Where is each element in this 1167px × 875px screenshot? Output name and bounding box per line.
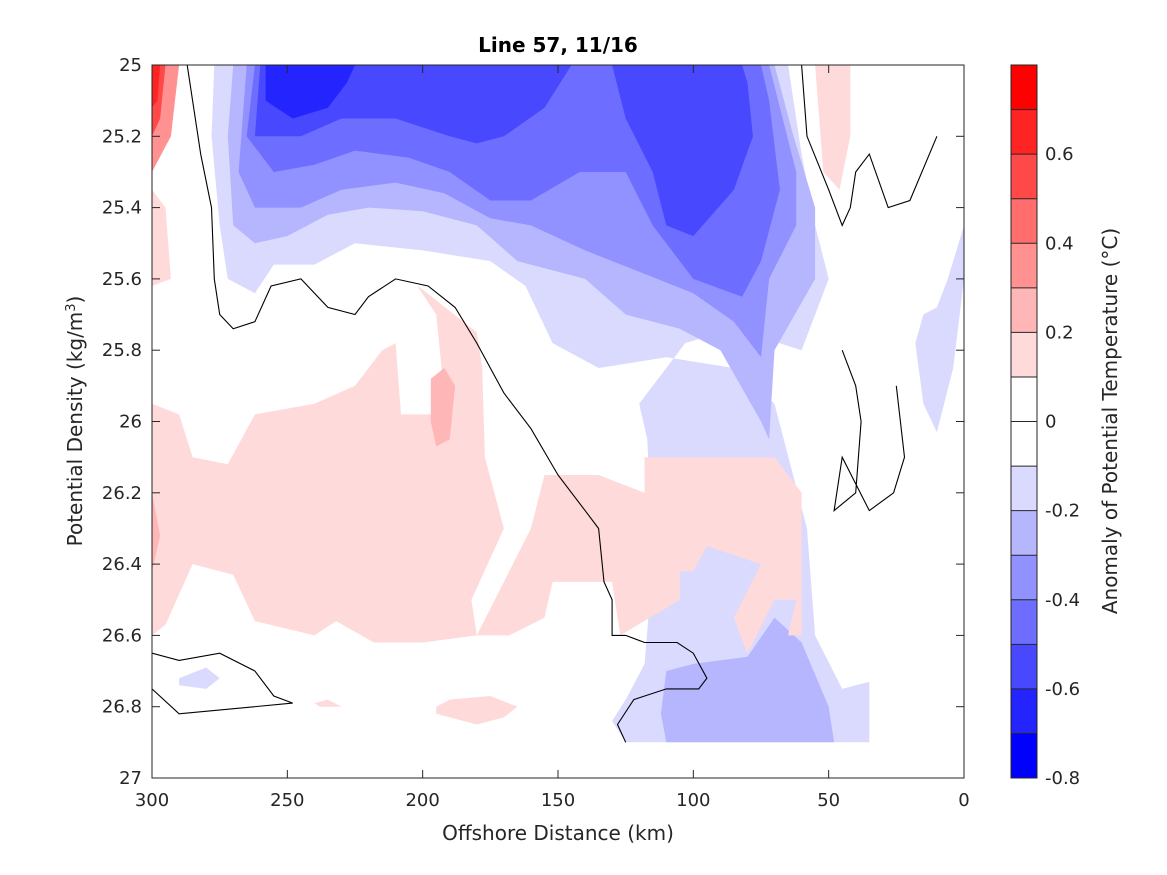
- colorbar-tick-label: 0: [1045, 412, 1056, 433]
- y-tick-label: 26.4: [102, 554, 142, 575]
- x-axis-label: Offshore Distance (km): [442, 821, 674, 845]
- y-tick-label: 26.6: [102, 625, 142, 646]
- zero-contour-layer: [152, 65, 938, 743]
- x-tick-label: 300: [135, 790, 169, 811]
- contour-region-13: [314, 699, 342, 707]
- colorbar-swatch-3: [1011, 599, 1037, 645]
- colorbar-swatch-15: [1011, 65, 1037, 110]
- colorbar-swatch-9: [1011, 332, 1037, 377]
- colorbar-swatch-4: [1011, 555, 1037, 600]
- contour-region-1: [915, 225, 964, 433]
- contour-region-11: [152, 286, 802, 654]
- colorbar-swatch-14: [1011, 109, 1037, 155]
- zero-contour-line-3: [152, 652, 293, 715]
- x-tick-label: 200: [405, 790, 439, 811]
- x-tick-label: 250: [270, 790, 304, 811]
- y-axis-label-prefix: Potential Density (kg/m: [63, 312, 87, 547]
- colorbar-frame: [1010, 64, 1038, 779]
- x-tick-label: 50: [817, 790, 840, 811]
- colorbar-label: Anomaly of Potential Temperature (°C): [1098, 228, 1122, 614]
- contour-region-8: [265, 65, 369, 119]
- colorbar-swatch-12: [1011, 198, 1037, 244]
- colorbar: 0.6 0.4 0.2 0 -0.2 -0.4 -0.6 -0.8: [1010, 64, 1080, 789]
- y-tick-label: 27: [119, 768, 142, 789]
- colorbar-tick-label: -0.8: [1045, 768, 1080, 789]
- colorbar-swatch-5: [1011, 510, 1037, 556]
- contour-region-18: [152, 65, 161, 108]
- colorbar-swatch-6: [1011, 466, 1037, 511]
- colorbar-swatch-11: [1011, 243, 1037, 288]
- colorbar-swatch-2: [1011, 644, 1037, 689]
- contour-region-12: [436, 696, 518, 725]
- zero-contour-line-0: [186, 65, 708, 743]
- y-axis-label-suffix: ): [63, 296, 87, 304]
- contour-fill-layer: [152, 65, 964, 743]
- x-tick-label: 0: [958, 790, 969, 811]
- x-axis: 300 250 200 150 100 50 0: [135, 65, 970, 811]
- colorbar-tick-label: 0.4: [1045, 233, 1074, 254]
- x-tick-label: 150: [541, 790, 575, 811]
- colorbar-tick-label: -0.2: [1045, 501, 1080, 522]
- y-axis: 25 25.2 25.4 25.6 25.8 26 26.2 26.4 26.6 26.8 27: [102, 55, 964, 789]
- colorbar-swatch-0: [1011, 733, 1037, 778]
- chart-title: Line 57, 11/16: [478, 33, 638, 57]
- colorbar-tick-label: -0.6: [1045, 679, 1080, 700]
- x-tick-label: 100: [676, 790, 710, 811]
- y-tick-label: 26.2: [102, 483, 142, 504]
- y-tick-label: 26.8: [102, 697, 142, 718]
- colorbar-swatch-8: [1011, 376, 1037, 422]
- colorbar-swatch-10: [1011, 287, 1037, 333]
- zero-contour-line-1: [801, 65, 938, 227]
- colorbar-swatch-13: [1011, 154, 1037, 199]
- y-tick-label: 25.2: [102, 126, 142, 147]
- contour-region-10: [815, 65, 851, 190]
- contour-region-14: [430, 368, 456, 447]
- zero-contour-line-2: [833, 350, 906, 512]
- colorbar-swatch-7: [1011, 421, 1037, 467]
- y-axis-label-sup: 3: [64, 303, 79, 311]
- y-tick-label: 25.8: [102, 340, 142, 361]
- y-tick-label: 25: [119, 55, 142, 76]
- y-tick-label: 25.4: [102, 198, 142, 219]
- contour-region-4: [660, 617, 835, 743]
- y-tick-label: 25.6: [102, 269, 142, 290]
- colorbar-tick-label: 0.2: [1045, 322, 1074, 343]
- contour-region-2: [179, 667, 220, 689]
- contour-region-9: [152, 189, 171, 286]
- y-axis-label: Potential Density (kg/m3): [63, 296, 87, 547]
- colorbar-swatch-1: [1011, 688, 1037, 734]
- contour-region-7: [254, 65, 753, 237]
- y-tick-label: 26: [119, 412, 142, 433]
- colorbar-tick-label: 0.6: [1045, 144, 1074, 165]
- contour-region-15: [152, 492, 161, 572]
- colorbar-tick-label: -0.4: [1045, 590, 1080, 611]
